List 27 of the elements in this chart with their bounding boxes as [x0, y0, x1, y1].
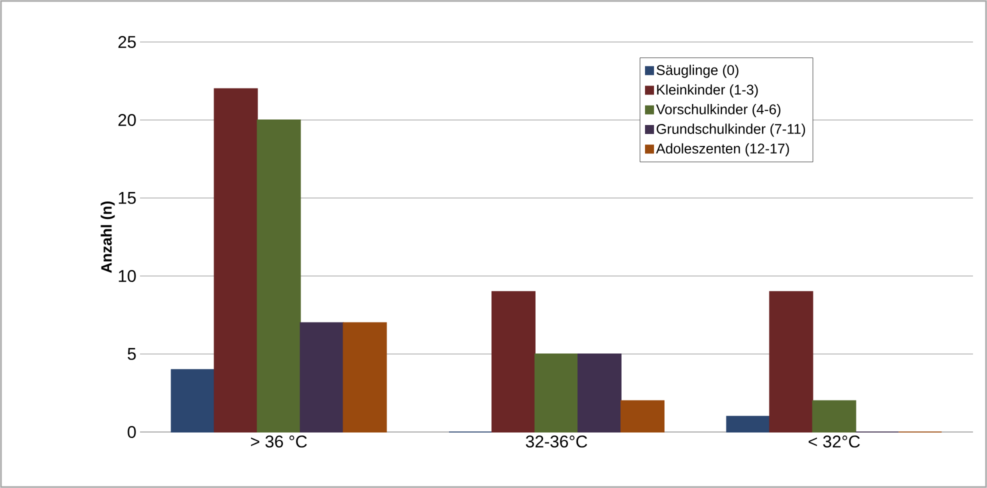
y-tick-label: 15 — [118, 192, 136, 204]
y-axis-title: Anzahl (n) — [100, 202, 115, 273]
bar — [534, 354, 579, 432]
bar — [812, 400, 856, 432]
bar — [256, 119, 301, 432]
bar — [300, 322, 344, 432]
y-tick-label: 25 — [118, 36, 136, 48]
x-tick-label: > 36 °C — [251, 436, 307, 448]
bar — [170, 369, 215, 432]
bar — [578, 354, 622, 432]
legend-label: Adoleszenten (12-17) — [656, 143, 789, 156]
bar — [342, 322, 387, 432]
x-tick-label: < 32°C — [808, 436, 860, 448]
bar — [620, 400, 665, 432]
bar — [214, 88, 258, 432]
bar — [769, 291, 814, 432]
x-tick-label: 32-36°C — [526, 436, 588, 448]
y-tick-label: 10 — [118, 270, 136, 282]
y-tick-label: 0 — [128, 426, 136, 438]
legend-label: Grundschulkinder (7-11) — [656, 124, 806, 137]
bar — [492, 291, 536, 432]
y-tick-label: 20 — [118, 114, 136, 126]
y-tick-label: 5 — [128, 348, 136, 360]
legend-label: Vorschulkinder (4-6) — [656, 104, 780, 118]
legend-label: Kleinkinder (1-3) — [657, 84, 758, 98]
bar — [726, 416, 770, 432]
legend-label: Säuglinge (0) — [656, 64, 738, 78]
